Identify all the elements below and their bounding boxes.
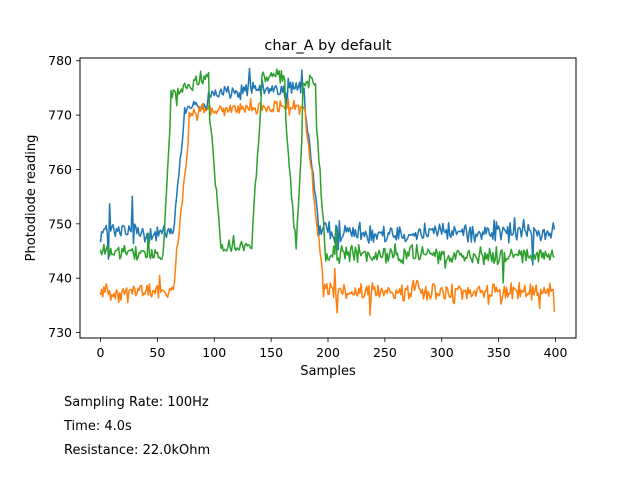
y-axis-label: Photodiode reading <box>24 135 39 262</box>
x-tick-label: 250 <box>373 345 397 360</box>
x-tick-label: 200 <box>316 345 340 360</box>
y-axis-ticks: 730 740 750 760 770 780 <box>48 53 80 340</box>
y-tick-label: 750 <box>48 216 72 231</box>
y-tick-label: 740 <box>48 271 72 286</box>
series-line <box>99 68 555 284</box>
x-tick-label: 50 <box>149 345 165 360</box>
x-tick-label: 0 <box>97 345 105 360</box>
x-axis-ticks: 0 50 100 150 200 250 300 350 400 <box>97 338 568 360</box>
x-tick-label: 150 <box>259 345 283 360</box>
plot-frame <box>79 57 577 339</box>
x-tick-label: 350 <box>487 345 511 360</box>
y-tick-label: 730 <box>48 325 72 340</box>
sampling-rate-text: Sampling Rate: 100Hz <box>64 395 209 410</box>
series-line <box>99 97 556 316</box>
series-layer <box>99 67 556 316</box>
time-text: Time: 4.0s <box>64 419 132 434</box>
x-tick-label: 400 <box>544 345 568 360</box>
series-line <box>99 67 556 266</box>
chart-title: char_A by default <box>264 38 392 54</box>
y-tick-label: 770 <box>48 108 72 123</box>
x-tick-label: 300 <box>430 345 454 360</box>
y-tick-label: 760 <box>48 162 72 177</box>
y-tick-label: 780 <box>48 53 72 68</box>
resistance-text: Resistance: 22.0kOhm <box>64 443 211 458</box>
x-axis-label: Samples <box>300 364 356 379</box>
x-tick-label: 100 <box>202 345 226 360</box>
